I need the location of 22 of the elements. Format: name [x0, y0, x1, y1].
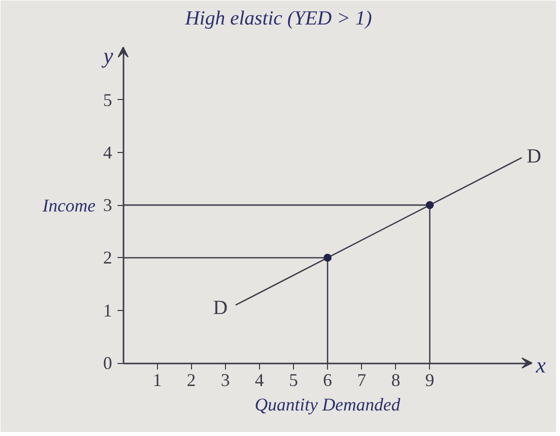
text: y	[101, 43, 114, 68]
x-tick-label: 5	[288, 370, 298, 390]
x-tick-label: 8	[391, 370, 400, 390]
x-tick-label: 9	[425, 370, 434, 390]
chart-title: High elastic (YED > 1)	[184, 8, 372, 30]
y-tick-label: 4	[103, 142, 112, 162]
x-tick-label: 1	[152, 370, 162, 390]
y-tick-label: 1	[103, 300, 112, 320]
y-axis-title: Income	[42, 196, 96, 216]
x-tick-label: 6	[323, 370, 332, 390]
x-tick-label: 3	[220, 370, 230, 390]
x-axis-title: Quantity Demanded	[254, 394, 402, 414]
x-tick-label: 7	[357, 370, 366, 390]
y-tick-label: 5	[103, 90, 112, 110]
y-tick-label: 2	[103, 248, 112, 268]
y-tick-label: 3	[103, 195, 112, 216]
x-tick-label: 2	[186, 370, 196, 390]
text: x	[534, 352, 546, 378]
annotation: D	[526, 146, 542, 168]
x-tick-label: 4	[254, 370, 264, 390]
annotation: D	[213, 297, 228, 320]
y-tick-label: 0	[103, 353, 112, 374]
